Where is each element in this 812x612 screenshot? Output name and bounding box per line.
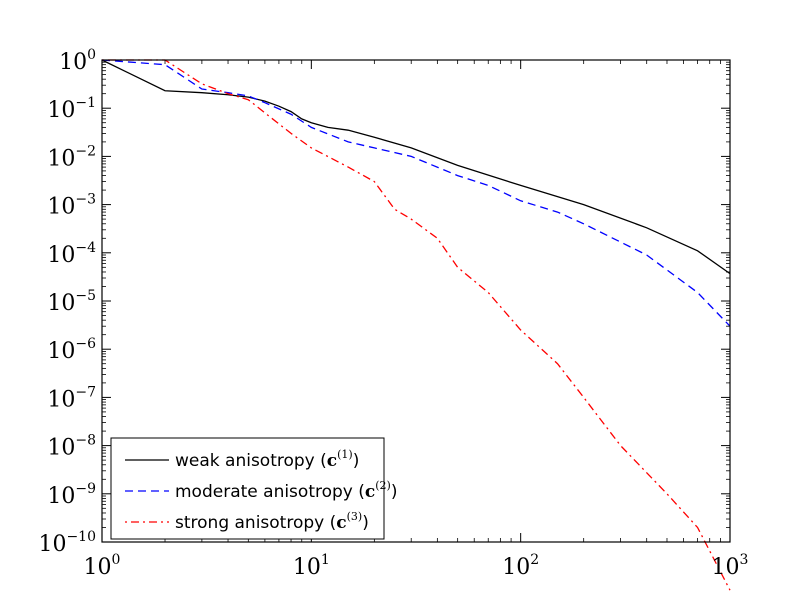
y-tick-labels: 100 10−1 10−2 10−3 10−4 10−5 10−6 10−7 10−8 10−9 1… bbox=[38, 47, 96, 557]
tick-layer bbox=[101, 59, 731, 543]
y-tick-label: 10−8 bbox=[47, 433, 96, 461]
series-line-2 bbox=[101, 59, 731, 327]
legend-label-3: strong anisotropy (c(3)) bbox=[175, 510, 369, 533]
y-tick-label: 100 bbox=[59, 47, 96, 75]
y-tick-label: 10−10 bbox=[38, 529, 96, 557]
y-tick-label: 10−5 bbox=[47, 288, 96, 316]
legend-label-1: weak anisotropy (c(1)) bbox=[175, 448, 359, 471]
y-tick-label: 10−7 bbox=[47, 384, 96, 412]
series-line-3 bbox=[102, 59, 731, 591]
y-tick-label: 10−3 bbox=[47, 192, 96, 220]
x-tick-label: 101 bbox=[293, 552, 330, 580]
x-tick-labels: 100 101 102 103 bbox=[84, 552, 749, 580]
legend: weak anisotropy (c(1)) moderate anisotrop… bbox=[110, 437, 397, 540]
legend-label-2: moderate anisotropy (c(2)) bbox=[175, 479, 397, 502]
x-tick-label: 103 bbox=[712, 552, 749, 580]
y-tick-label: 10−4 bbox=[47, 240, 96, 268]
y-tick-label: 10−1 bbox=[47, 95, 96, 123]
y-tick-label: 10−2 bbox=[47, 143, 96, 171]
x-tick-label: 102 bbox=[502, 552, 539, 580]
y-tick-label: 10−9 bbox=[47, 481, 96, 509]
x-tick-label: 100 bbox=[84, 552, 121, 580]
y-tick-label: 10−6 bbox=[47, 336, 96, 364]
series-layer bbox=[101, 59, 731, 591]
